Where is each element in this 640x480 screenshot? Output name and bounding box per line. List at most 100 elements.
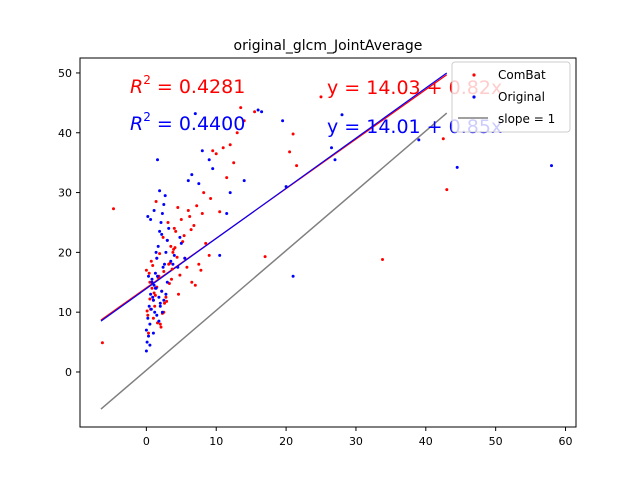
point-combat: [165, 299, 169, 303]
point-original: [330, 146, 333, 150]
point-original: [163, 194, 167, 198]
legend-marker-combat: [472, 73, 476, 77]
point-combat: [147, 331, 150, 335]
point-original: [158, 189, 162, 193]
point-original: [417, 138, 421, 142]
point-original: [160, 310, 164, 314]
x-tick-label: 60: [559, 435, 573, 448]
point-original: [176, 265, 180, 269]
legend-label-original: Original: [498, 90, 545, 104]
point-combat: [149, 259, 153, 263]
point-combat: [225, 176, 229, 180]
point-combat: [169, 244, 173, 248]
point-original: [150, 280, 154, 284]
point-combat: [150, 286, 154, 290]
point-combat: [182, 234, 186, 238]
point-combat: [170, 267, 174, 271]
point-combat: [152, 291, 156, 295]
point-original: [155, 256, 159, 260]
point-original: [158, 229, 162, 233]
x-tick-label: 10: [209, 435, 223, 448]
point-original: [165, 238, 169, 242]
point-combat: [173, 246, 177, 250]
point-combat: [186, 209, 190, 212]
point-combat: [162, 270, 166, 273]
point-original: [149, 307, 153, 311]
point-original: [211, 167, 215, 171]
point-original: [160, 212, 164, 215]
point-original: [155, 313, 159, 317]
point-combat: [170, 277, 173, 281]
point-combat: [158, 252, 162, 256]
point-original: [218, 253, 222, 257]
point-original: [171, 262, 175, 266]
point-combat: [176, 206, 180, 209]
point-original: [153, 310, 157, 314]
point-original: [150, 277, 154, 281]
point-original: [291, 274, 295, 278]
point-original: [167, 226, 171, 230]
point-combat: [232, 161, 236, 165]
x-tick-label: 20: [279, 435, 293, 448]
point-original: [172, 253, 176, 257]
point-original: [256, 108, 260, 112]
legend-box: [451, 61, 571, 133]
point-combat: [161, 235, 165, 239]
y-tick-label: 10: [58, 306, 72, 319]
legend-marker-original: [472, 95, 476, 99]
point-combat: [445, 188, 449, 192]
point-combat: [174, 229, 178, 233]
point-combat: [147, 271, 151, 275]
point-combat: [177, 292, 180, 296]
point-original: [160, 289, 164, 293]
point-original: [162, 203, 166, 206]
point-original: [550, 164, 553, 168]
point-combat: [253, 110, 257, 114]
point-original: [148, 343, 152, 347]
point-combat: [164, 295, 168, 299]
point-original: [178, 235, 182, 239]
point-original: [147, 274, 150, 278]
point-original: [158, 304, 162, 308]
point-original: [162, 298, 166, 302]
point-combat: [172, 226, 176, 230]
point-combat: [207, 253, 211, 257]
point-original: [228, 191, 232, 195]
point-original: [147, 304, 151, 308]
point-combat: [153, 293, 157, 297]
point-original: [197, 182, 201, 186]
point-original: [147, 334, 150, 338]
point-combat: [218, 210, 222, 214]
point-combat: [214, 152, 218, 156]
point-original: [190, 173, 194, 177]
point-original: [260, 110, 264, 114]
x-axis: 0 10 20 30 40 50 60: [143, 427, 573, 448]
point-combat: [221, 146, 225, 150]
point-combat: [166, 221, 170, 224]
point-original: [151, 298, 155, 302]
y-tick-label: 40: [58, 127, 72, 140]
line-fit-original: [100, 72, 448, 322]
point-original: [333, 158, 337, 162]
x-tick-label: 50: [489, 435, 503, 448]
point-original: [455, 165, 459, 169]
point-combat: [153, 304, 157, 308]
point-combat: [144, 268, 148, 272]
point-original: [163, 262, 166, 266]
r2-original-annotation: R2 = 0.4400: [130, 110, 245, 135]
point-combat: [239, 106, 243, 110]
r2-combat-annotation: R2 = 0.4281: [130, 73, 245, 98]
r2-combat-value: 0.4281: [179, 76, 245, 98]
point-original: [164, 250, 168, 254]
point-original: [156, 244, 160, 248]
y-tick-label: 20: [58, 246, 72, 259]
legend: ComBat Original slope = 1: [451, 61, 571, 133]
point-original: [186, 179, 190, 183]
point-combat: [148, 280, 152, 284]
point-original: [152, 283, 156, 287]
point-original: [207, 158, 211, 162]
point-original: [153, 271, 157, 275]
chart-title: original_glcm_JointAverage: [234, 38, 423, 54]
point-original: [160, 232, 164, 236]
